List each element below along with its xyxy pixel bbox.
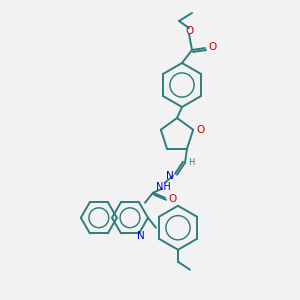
Text: O: O — [208, 42, 216, 52]
Text: O: O — [185, 26, 193, 36]
Text: N: N — [166, 171, 174, 181]
Text: N: N — [137, 231, 145, 241]
Text: H: H — [188, 158, 194, 167]
Text: NH: NH — [156, 182, 170, 192]
Text: O: O — [168, 194, 176, 204]
Text: O: O — [196, 125, 204, 135]
